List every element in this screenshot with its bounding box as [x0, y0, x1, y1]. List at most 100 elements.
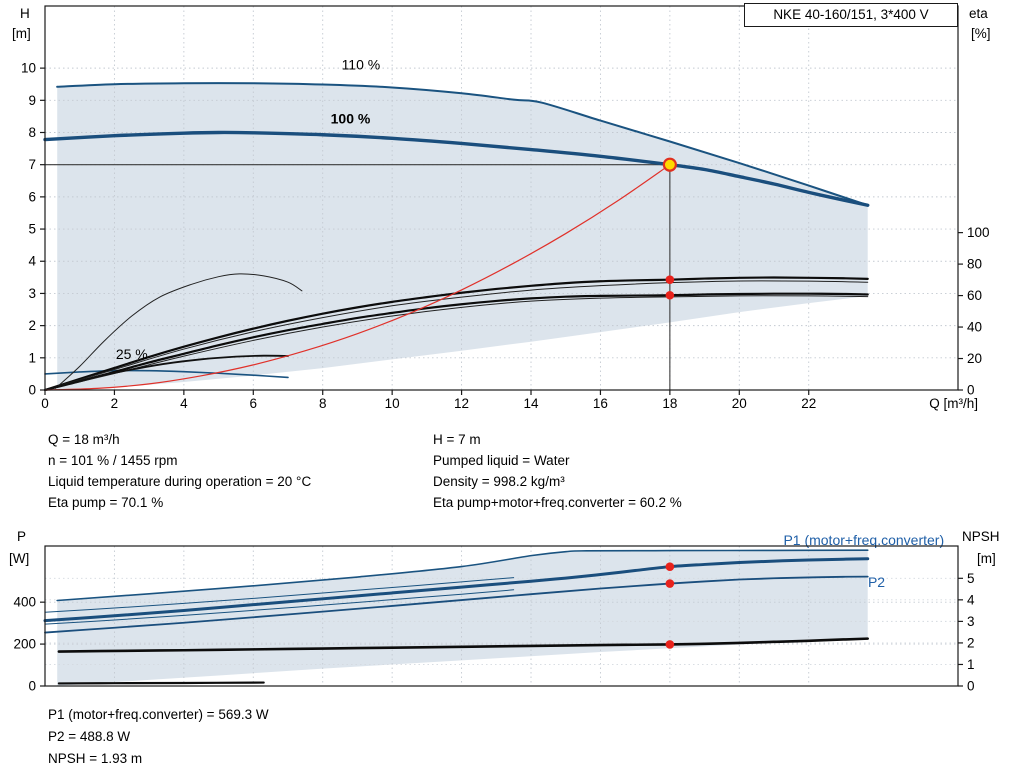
hq-yright-axis-unit: [%] — [971, 26, 991, 41]
curve-label: 110 % — [342, 57, 381, 73]
power-envelope-top-edge — [56, 549, 869, 602]
eta-pump-curve — [43, 276, 869, 392]
x-axis-title: Q [m³/h] — [929, 396, 978, 411]
p2-aux-curve — [44, 589, 515, 625]
svg-text:60: 60 — [967, 288, 982, 303]
eta-band-curve-2 — [44, 295, 869, 391]
hq-axis-ticks — [40, 67, 963, 395]
svg-text:22: 22 — [801, 396, 816, 411]
pq-plot: P1 (motor+freq.converter) P2 0 200 400 0 1 2 3 4 5… — [9, 529, 1000, 694]
svg-text:2: 2 — [28, 318, 36, 333]
pq-axis-ticks — [40, 577, 963, 687]
p1-curve — [43, 557, 870, 623]
svg-text:14: 14 — [523, 396, 539, 411]
power-envelope — [57, 550, 868, 686]
eta-reduced-speed-arc — [54, 273, 303, 389]
curve-25pct — [44, 369, 289, 379]
svg-text:1: 1 — [967, 657, 975, 672]
svg-text:9: 9 — [28, 93, 36, 108]
svg-text:18: 18 — [662, 396, 677, 411]
curve-label: P1 (motor+freq.converter) — [783, 532, 944, 548]
svg-text:200: 200 — [13, 637, 36, 652]
svg-text:20: 20 — [967, 351, 982, 366]
hq-yleft-axis-unit: [m] — [12, 26, 31, 41]
eta-band-curve-1 — [44, 280, 869, 391]
duty-info-left: Q = 18 m³/h n = 101 % / 1455 rpm Liquid … — [48, 429, 311, 513]
pq-axis-tick-labels: 0 200 400 0 1 2 3 4 5 — [13, 571, 975, 694]
pq-yleft-axis-title: P — [17, 529, 26, 544]
hq-frame — [44, 5, 959, 391]
curve-110pct — [56, 82, 869, 207]
svg-text:10: 10 — [21, 61, 36, 76]
svg-text:0: 0 — [28, 383, 36, 398]
svg-text:3: 3 — [967, 614, 975, 629]
p1-aux-curve — [44, 577, 515, 613]
pq-yright-axis-title: NPSH — [962, 529, 1000, 544]
npsh-low-speed-segment — [57, 681, 265, 685]
svg-text:2: 2 — [111, 396, 119, 411]
duty-point[interactable] — [662, 157, 677, 172]
svg-text:0: 0 — [967, 679, 975, 694]
power-info: P1 (motor+freq.converter) = 569.3 W P2 =… — [48, 704, 269, 770]
curve-label: P2 — [868, 574, 885, 590]
svg-text:4: 4 — [180, 396, 188, 411]
eta-total-curve — [43, 292, 869, 392]
eta-low-curve — [44, 354, 289, 391]
npsh-point — [665, 640, 675, 649]
p2-curve — [44, 575, 869, 634]
svg-text:0: 0 — [967, 383, 975, 398]
pq-yright-axis-unit: [m] — [977, 551, 996, 566]
duty-info-right: H = 7 m Pumped liquid = Water Density = … — [433, 429, 682, 513]
svg-text:40: 40 — [967, 320, 982, 335]
svg-text:100: 100 — [967, 225, 990, 240]
svg-text:6: 6 — [250, 396, 258, 411]
svg-text:16: 16 — [593, 396, 608, 411]
hq-yright-axis-title: eta — [969, 6, 988, 21]
svg-text:0: 0 — [41, 396, 49, 411]
info-flow: Q = 18 m³/h — [48, 432, 120, 447]
eta-pump-point — [665, 275, 675, 284]
svg-text:5: 5 — [28, 222, 36, 237]
svg-text:5: 5 — [967, 571, 975, 586]
info-speed: n = 101 % / 1455 rpm — [48, 453, 178, 468]
p1-point — [665, 562, 675, 571]
operating-envelope — [57, 83, 868, 391]
svg-text:400: 400 — [13, 595, 36, 610]
curve-100pct — [43, 130, 870, 207]
svg-text:2: 2 — [967, 635, 975, 650]
pq-frame — [44, 545, 959, 687]
info-p2: P2 = 488.8 W — [48, 729, 131, 744]
npsh-curve — [57, 637, 870, 653]
svg-text:10: 10 — [385, 396, 400, 411]
svg-text:20: 20 — [732, 396, 747, 411]
svg-text:0: 0 — [28, 679, 36, 694]
eta-total-point — [665, 290, 675, 300]
info-p1: P1 (motor+freq.converter) = 569.3 W — [48, 707, 269, 722]
curve-label: 100 % — [331, 110, 371, 126]
svg-text:3: 3 — [28, 286, 36, 301]
svg-text:8: 8 — [28, 125, 36, 140]
p2-point — [665, 579, 675, 588]
info-eta-pump: Eta pump = 70.1 % — [48, 495, 164, 510]
svg-text:1: 1 — [28, 350, 36, 365]
pump-title-box: NKE 40-160/151, 3*400 V — [744, 3, 958, 27]
pump-title: NKE 40-160/151, 3*400 V — [773, 7, 929, 22]
system-curve — [44, 164, 671, 391]
svg-text:4: 4 — [967, 592, 975, 607]
pq-yleft-axis-unit: [W] — [9, 551, 29, 566]
curve-label: 25 % — [116, 346, 148, 362]
info-eta-total: Eta pump+motor+freq.converter = 60.2 % — [433, 495, 682, 510]
info-npsh: NPSH = 1.93 m — [48, 751, 143, 766]
hq-yleft-axis-title: H — [20, 6, 30, 21]
hq-grid — [45, 6, 958, 390]
svg-text:12: 12 — [454, 396, 469, 411]
svg-text:7: 7 — [28, 157, 36, 172]
svg-text:4: 4 — [28, 254, 36, 269]
svg-text:80: 80 — [967, 257, 982, 272]
info-density: Density = 998.2 kg/m³ — [433, 474, 565, 489]
svg-text:6: 6 — [28, 189, 36, 204]
